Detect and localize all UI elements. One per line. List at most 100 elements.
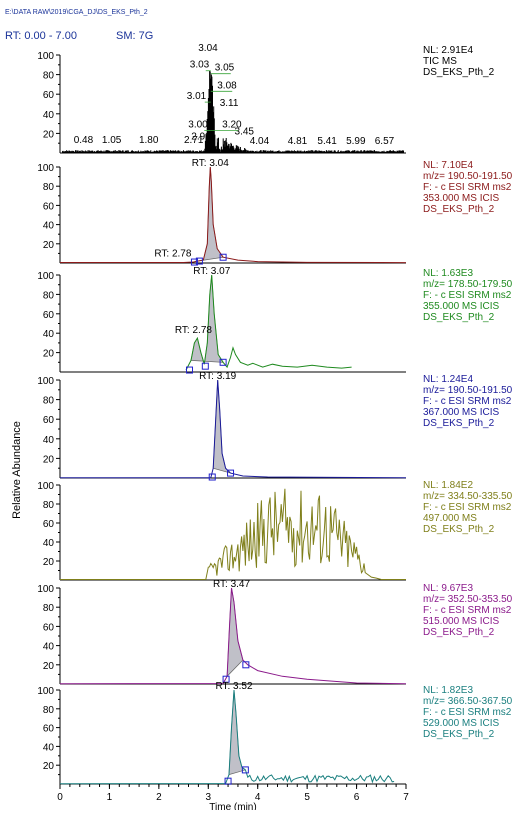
tic-rt-label: 3.45 xyxy=(235,126,255,137)
y-tick-label: 60 xyxy=(43,415,55,426)
y-tick-label: 20 xyxy=(43,661,55,672)
peak-rt-label: RT: 3.47 xyxy=(213,579,250,590)
y-tick-label: 60 xyxy=(43,201,55,212)
y-tick-label: 80 xyxy=(43,603,55,614)
y-tick-label: 20 xyxy=(43,129,55,140)
secondary-rt-label: RT: 2.78 xyxy=(154,248,191,259)
y-tick-label: 60 xyxy=(43,622,55,633)
panel-info-line: F: - c ESI SRM ms2 xyxy=(423,290,512,301)
peak-boundary-marker xyxy=(227,469,235,477)
y-tick-label: 80 xyxy=(43,290,55,301)
trace-line xyxy=(60,379,407,479)
rt-range-label: RT: 0.00 - 7.00 xyxy=(5,30,77,42)
y-tick-label: 100 xyxy=(37,271,54,282)
peak-boundary-marker xyxy=(219,253,227,261)
panel-info-line: NL: 1.63E3 xyxy=(423,268,473,279)
y-tick-label: 20 xyxy=(43,557,55,568)
x-axis-label: Time (min) xyxy=(209,802,256,810)
panel-info-line: F: - c ESI SRM ms2 xyxy=(423,182,512,193)
y-tick-label: 40 xyxy=(43,538,55,549)
y-tick-label: 80 xyxy=(43,500,55,511)
tic-rt-label: 1.05 xyxy=(102,135,122,146)
y-tick-label: 60 xyxy=(43,519,55,530)
panel-info-line: F: - c ESI SRM ms2 xyxy=(423,502,512,513)
tic-rt-label: 3.04 xyxy=(198,43,218,54)
panel-axes-5: 100 80 60 40 20 xyxy=(37,584,406,685)
panel-info-line: DS_EKS_Pth_2 xyxy=(423,729,495,740)
y-tick-label: 100 xyxy=(37,686,54,697)
file-path: E:\DATA RAW\2019\CGA_DJ\DS_EKS_Pth_2 xyxy=(5,9,148,16)
trace-line xyxy=(60,166,407,264)
y-tick-label: 80 xyxy=(43,182,55,193)
y-tick-label: 40 xyxy=(43,435,55,446)
panel-info-line: 367.000 MS ICIS xyxy=(423,407,499,418)
panel-info-line: m/z= 178.50-179.50 xyxy=(423,279,513,290)
peak-boundary-marker xyxy=(195,257,203,265)
panel-info-line: F: - c ESI SRM ms2 xyxy=(423,707,512,718)
peak-boundary-marker xyxy=(242,661,250,669)
tic-rt-label: 1.80 xyxy=(139,135,159,146)
tic-rt-label: 2.98 xyxy=(191,131,211,142)
y-tick-label: 100 xyxy=(37,51,54,62)
trace-line xyxy=(60,488,406,580)
y-tick-label: 80 xyxy=(43,71,55,82)
tic-rt-label: 3.03 xyxy=(190,60,210,71)
x-tick-label: 4 xyxy=(255,792,261,803)
peak-boundary-marker xyxy=(219,358,227,366)
y-tick-label: 40 xyxy=(43,642,55,653)
panel-info-line: TIC MS xyxy=(423,56,457,67)
panel-info-line: DS_EKS_Pth_2 xyxy=(423,627,495,638)
panel-info-line: DS_EKS_Pth_2 xyxy=(423,67,495,78)
y-tick-label: 20 xyxy=(43,240,55,251)
peak-boundary-marker xyxy=(208,473,216,481)
panel-info-line: NL: 1.84E2 xyxy=(423,480,473,491)
panel-info-line: DS_EKS_Pth_2 xyxy=(423,312,495,323)
peak-boundary-marker xyxy=(222,675,230,683)
tic-rt-label: 3.00 xyxy=(188,120,208,131)
peak-rt-label: RT: 3.52 xyxy=(215,681,252,692)
tic-rt-label: 3.08 xyxy=(217,80,237,91)
tic-rt-label: 4.04 xyxy=(250,136,270,147)
y-tick-label: 100 xyxy=(37,481,54,492)
peak-boundary-marker xyxy=(186,366,194,374)
panel-info-line: DS_EKS_Pth_2 xyxy=(423,418,495,429)
x-tick-label: 3 xyxy=(206,792,212,803)
panel-info-line: 515.000 MS ICIS xyxy=(423,616,499,627)
panel-info-line: F: - c ESI SRM ms2 xyxy=(423,396,512,407)
panel-info-line: 529.000 MS ICIS xyxy=(423,718,499,729)
peak-rt-label: RT: 3.07 xyxy=(193,266,230,277)
panel-info-line: NL: 1.24E4 xyxy=(423,374,473,385)
y-tick-label: 40 xyxy=(43,742,55,753)
tic-rt-label: 4.81 xyxy=(288,136,308,147)
tic-rt-label: 5.41 xyxy=(317,136,337,147)
panel-axes-2: 100 80 60 40 20 xyxy=(37,271,406,373)
panel-info-line: DS_EKS_Pth_2 xyxy=(423,204,495,215)
x-tick-label: 2 xyxy=(156,792,162,803)
y-tick-label: 20 xyxy=(43,761,55,772)
peak-fill-area xyxy=(197,166,224,262)
y-axis-label: Relative Abundance xyxy=(11,421,23,519)
peak-rt-label: RT: 3.19 xyxy=(199,371,236,382)
y-tick-label: 20 xyxy=(43,349,55,360)
trace-line xyxy=(59,587,407,685)
panel-info-line: NL: 7.10E4 xyxy=(423,160,473,171)
tic-rt-label: 0.48 xyxy=(74,135,94,146)
tic-rt-label: 5.99 xyxy=(346,136,366,147)
panel-info-line: m/z= 366.50-367.50 xyxy=(423,696,513,707)
trace-line xyxy=(59,689,395,785)
x-tick-label: 6 xyxy=(354,792,360,803)
tic-rt-label: 3.05 xyxy=(215,63,235,74)
y-tick-label: 60 xyxy=(43,90,55,101)
panel-info-line: 353.000 MS ICIS xyxy=(423,193,499,204)
y-tick-label: 40 xyxy=(43,110,55,121)
y-tick-label: 60 xyxy=(43,310,55,321)
panel-info-line: 355.000 MS ICIS xyxy=(423,301,499,312)
tic-rt-label: 3.01 xyxy=(187,91,207,102)
y-tick-label: 20 xyxy=(43,454,55,465)
panel-info-line: m/z= 334.50-335.50 xyxy=(423,491,513,502)
panel-info-line: F: - c ESI SRM ms2 xyxy=(423,605,512,616)
x-tick-label: 1 xyxy=(107,792,113,803)
tic-rt-label: 2.71 xyxy=(184,135,204,146)
